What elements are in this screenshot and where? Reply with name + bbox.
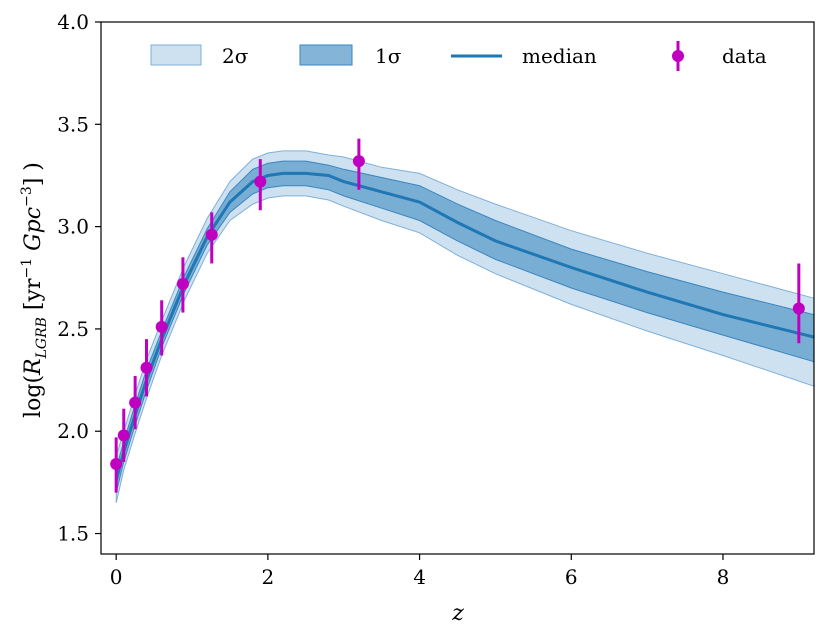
x-tick-label: 0 [110, 565, 123, 589]
data-point [352, 138, 365, 190]
data-marker [117, 429, 130, 442]
legend: 2σ 1σ median data [150, 41, 767, 71]
y-tick-label: 2.0 [57, 419, 89, 443]
x-tick-label: 2 [262, 565, 275, 589]
axis-ticks: 0 2 4 6 8 1.5 2.0 2.5 3.0 3.5 4.0 [57, 10, 729, 589]
data-point [176, 257, 189, 313]
data-point [205, 212, 218, 264]
legend-swatch-1sigma [299, 44, 353, 66]
x-axis-label: z [451, 601, 464, 626]
y-tick-label: 4.0 [57, 10, 89, 34]
legend-marker-data [672, 50, 684, 62]
median-layer [114, 171, 815, 481]
legend-label-1sigma: 1σ [375, 44, 402, 68]
data-point [140, 339, 153, 397]
plot-frame [100, 21, 815, 555]
data-marker [110, 457, 123, 470]
data-points [110, 138, 805, 493]
y-label-subscript: LGRB [34, 317, 50, 359]
x-tick-label: 4 [413, 565, 426, 589]
legend-label-data: data [722, 44, 767, 68]
data-point [254, 159, 267, 211]
data-marker [176, 277, 189, 290]
y-tick-label: 1.5 [57, 522, 89, 546]
y-label-exp1: −1 [19, 258, 35, 279]
data-point [792, 263, 805, 344]
data-point [129, 375, 142, 430]
data-marker [129, 396, 142, 409]
y-label-prefix: log( [21, 375, 46, 418]
legend-label-median: median [522, 44, 597, 68]
data-marker [792, 302, 805, 315]
y-label-units2: Gpc [21, 207, 46, 258]
data-marker [155, 320, 168, 333]
legend-label-2sigma: 2σ [222, 44, 249, 68]
legend-swatch-2sigma [150, 44, 202, 66]
y-axis-label: log(RLGRB [yr−1 Gpc−3] ) [19, 162, 50, 418]
x-tick-label: 6 [565, 565, 578, 589]
data-point [155, 300, 168, 356]
median-line [114, 171, 815, 481]
data-point [117, 408, 130, 462]
y-label-suffix: ] ) [21, 162, 46, 186]
data-marker [254, 175, 267, 188]
data-marker [352, 155, 365, 168]
y-tick-label: 2.5 [57, 317, 89, 341]
data-marker [140, 361, 153, 374]
y-label-exp2: −3 [19, 186, 35, 207]
y-label-symbol: R [21, 358, 46, 376]
data-marker [205, 228, 218, 241]
y-tick-label: 3.0 [57, 215, 89, 239]
y-tick-label: 3.5 [57, 112, 89, 136]
x-tick-label: 8 [717, 565, 730, 589]
data-point [110, 437, 123, 493]
y-label-units: [yr [21, 278, 46, 317]
